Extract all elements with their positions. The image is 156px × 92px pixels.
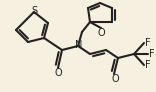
Text: O: O [111,75,119,84]
Text: F: F [145,60,151,70]
Text: N: N [75,40,83,50]
Text: F: F [145,38,151,48]
Text: S: S [31,7,37,16]
Text: O: O [54,69,62,78]
Text: F: F [149,49,155,59]
Text: O: O [98,28,105,38]
